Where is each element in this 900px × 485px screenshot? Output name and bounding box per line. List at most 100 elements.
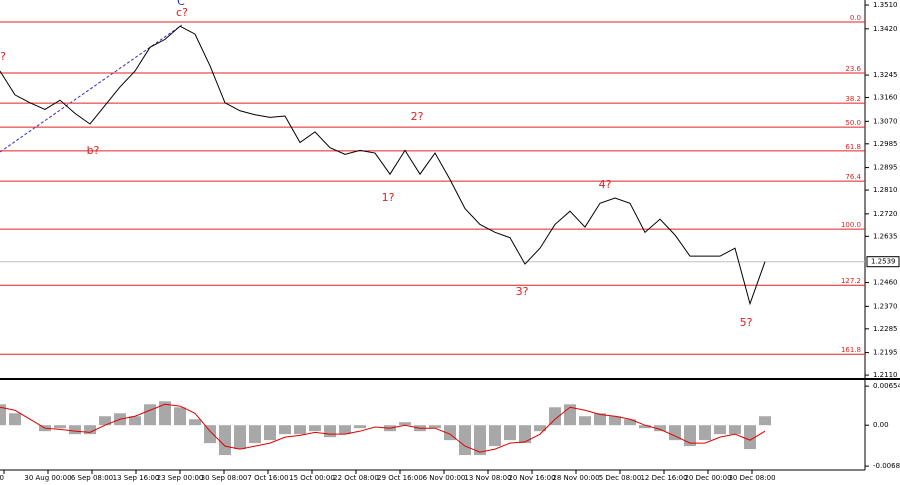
histogram-bar [204, 425, 216, 444]
histogram-bar [354, 425, 366, 429]
y-tick-label: 1.2370 [873, 302, 898, 310]
fib-label: 127.2 [841, 277, 861, 285]
histogram-bar [69, 425, 81, 435]
y-tick-label: 1.2635 [873, 232, 898, 240]
wave-label: c? [176, 6, 188, 19]
signal-line [0, 403, 766, 453]
histogram-bar [54, 425, 66, 429]
histogram-bar [99, 416, 111, 426]
x-tick-label: 20 Dec 00:00 [684, 474, 731, 482]
y-tick-label: 1.2895 [873, 164, 898, 172]
histogram-bar [9, 413, 21, 426]
x-tick-label: 6:00 [0, 474, 4, 482]
x-tick-label: 12 Dec 16:00 [640, 474, 687, 482]
y-tick-label: 1.2110 [873, 371, 898, 379]
x-tick-label: 5 Dec 08:00 [599, 474, 642, 482]
current-price-label: 1.2539 [871, 258, 896, 266]
histogram-bar [654, 425, 666, 432]
histogram-bar [669, 425, 681, 441]
x-tick-label: 13 Sep 16:00 [113, 474, 160, 482]
y-tick-label: 1.3420 [873, 25, 898, 33]
y-tick-label: 1.2720 [873, 210, 898, 218]
y-tick-label: 1.3510 [873, 1, 898, 9]
histogram-bar [309, 425, 321, 432]
histogram-bar [159, 401, 171, 426]
histogram-bar [459, 425, 471, 456]
histogram-bar [624, 419, 636, 426]
histogram-bar [324, 425, 336, 438]
fib-label: 23.6 [845, 65, 861, 73]
histogram-bar [189, 419, 201, 426]
y-tick-label: 1.2285 [873, 325, 898, 333]
wave-label: 2? [411, 110, 424, 123]
x-tick-label: 13 Nov 08:00 [464, 474, 511, 482]
wave-label: C [177, 0, 185, 8]
histogram-bar [504, 425, 516, 441]
histogram-bar [609, 416, 621, 426]
histogram-bar [0, 404, 6, 426]
trend-line [0, 24, 183, 153]
wave-label: 5? [740, 316, 753, 329]
x-tick-label: 23 Sep 00:00 [157, 474, 204, 482]
x-tick-label: 6 Sep 08:00 [71, 474, 113, 482]
wave-label: 1? [382, 191, 395, 204]
wave-label: b? [87, 144, 100, 157]
current-price-box [866, 256, 900, 268]
histogram-bar [579, 416, 591, 426]
y-tick-label: 0.00 [873, 421, 889, 429]
x-tick-label: 6 Nov 00:00 [423, 474, 466, 482]
wave-label: 4? [599, 178, 612, 191]
histogram-bar [759, 416, 771, 426]
histogram-bar [174, 407, 186, 426]
histogram-bar [144, 404, 156, 426]
y-tick-label: -0.00685 [873, 462, 900, 470]
histogram-bar [129, 416, 141, 426]
x-tick-label: 30 Aug 00:00 [24, 474, 71, 482]
fib-label: 61.8 [845, 143, 861, 151]
histogram-bar [639, 425, 651, 429]
histogram-bar [684, 425, 696, 447]
x-tick-label: 7 Oct 16:00 [247, 474, 288, 482]
y-tick-label: 1.2985 [873, 140, 898, 148]
histogram-bar [549, 407, 561, 426]
fib-label: 100.0 [841, 221, 861, 229]
histogram-bar [264, 425, 276, 441]
histogram-bar [744, 425, 756, 450]
y-tick-label: 1.2460 [873, 279, 898, 287]
histogram-bar [714, 425, 726, 435]
histogram-bar [474, 425, 486, 456]
histogram-bar [219, 425, 231, 456]
histogram-bar [489, 425, 501, 447]
histogram-bar [249, 425, 261, 444]
fib-label: 38.2 [845, 95, 861, 103]
x-tick-label: 28 Nov 00:00 [552, 474, 599, 482]
fib-label: 161.8 [841, 346, 861, 354]
y-tick-label: 1.2810 [873, 186, 898, 194]
fib-label: 50.0 [845, 119, 861, 127]
histogram-bar [234, 425, 246, 450]
wave-label: 3? [516, 285, 529, 298]
histogram-bar [429, 425, 441, 429]
x-tick-label: 20 Nov 16:00 [508, 474, 555, 482]
x-tick-label: 29 Oct 16:00 [377, 474, 423, 482]
histogram-bar [339, 425, 351, 435]
y-tick-label: 1.3160 [873, 94, 898, 102]
histogram-bar [534, 425, 546, 432]
x-tick-label: 15 Oct 00:00 [289, 474, 335, 482]
y-tick-label: 1.3245 [873, 71, 898, 79]
x-tick-label: 30 Dec 08:00 [728, 474, 775, 482]
x-tick-label: 22 Oct 08:00 [333, 474, 379, 482]
price-line [0, 25, 766, 306]
histogram-bar [84, 425, 96, 435]
histogram-bar [594, 413, 606, 426]
y-tick-label: 1.3070 [873, 117, 898, 125]
fib-label: 0.0 [850, 14, 861, 22]
y-tick-label: 0.00654 [873, 382, 900, 390]
histogram-bar [699, 425, 711, 441]
histogram-bar [519, 425, 531, 444]
fib-label: 76.4 [845, 173, 861, 181]
x-tick-label: 30 Sep 08:00 [201, 474, 248, 482]
wave-label: ? [0, 50, 6, 63]
histogram-bar [294, 425, 306, 435]
